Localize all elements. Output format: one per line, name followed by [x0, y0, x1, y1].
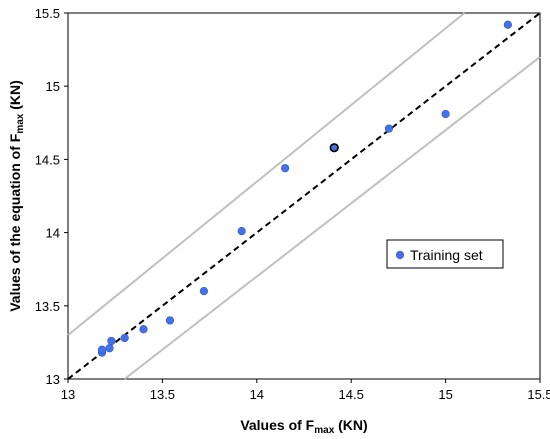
data-point — [139, 325, 148, 334]
data-point — [97, 345, 107, 354]
data-point — [384, 124, 394, 133]
data-point — [237, 227, 246, 236]
legend-label: Training set — [410, 247, 483, 263]
x-axis-title-sub: max — [314, 425, 334, 436]
data-point — [120, 333, 129, 343]
y-tick-label: 15.5 — [35, 6, 60, 21]
plot-area — [67, 12, 541, 380]
x-tick-label: 13.5 — [150, 387, 175, 402]
x-tick-label: 15 — [438, 387, 452, 402]
lines-layer — [67, 12, 541, 380]
x-tick-label: 15.5 — [527, 387, 550, 402]
y-axis-title: Values of the equation of Fmax (KN) — [7, 80, 26, 312]
y-axis-title-main: Values of the equation of F — [7, 133, 23, 312]
y-tick-label: 14.5 — [35, 152, 60, 167]
x-tick-label: 14 — [250, 387, 264, 402]
x-axis-title: Values of Fmax (KN) — [240, 417, 367, 436]
y-tick-label: 13 — [46, 372, 60, 387]
x-tick-label: 13 — [61, 387, 75, 402]
legend: Training set — [386, 239, 504, 269]
y-axis-title-sub: max — [15, 113, 26, 133]
data-point — [107, 336, 116, 346]
points-layer — [97, 20, 513, 357]
y-tick-label: 14 — [46, 226, 60, 241]
data-point — [105, 344, 114, 353]
y-tick-label: 13.5 — [35, 299, 60, 314]
data-point — [281, 164, 290, 173]
upper-band-line — [67, 12, 466, 336]
data-point — [199, 287, 209, 296]
data-point — [165, 316, 175, 325]
y-axis-title-unit: (KN) — [7, 80, 23, 113]
data-point — [503, 20, 513, 29]
x-axis-title-unit: (KN) — [334, 417, 367, 433]
lower-band-line — [124, 56, 541, 380]
x-tick-label: 14.5 — [339, 387, 364, 402]
ticks-layer: 13 13.5 14 14.5 15 15.5 13 13.5 14 14.5 15 15.5 — [35, 6, 550, 402]
legend-box — [386, 239, 504, 269]
data-point-highlighted — [329, 143, 339, 153]
legend-marker — [395, 250, 405, 260]
x-axis-title-main: Values of F — [240, 417, 314, 433]
y-tick-label: 15 — [46, 79, 60, 94]
data-point — [441, 109, 450, 119]
